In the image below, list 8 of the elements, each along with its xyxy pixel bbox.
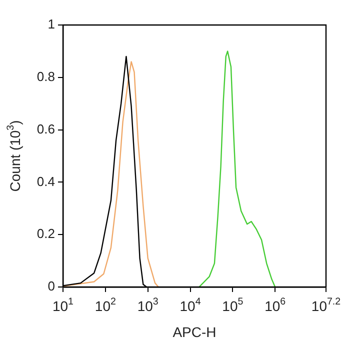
y-tick-label: 0.4 (36, 174, 55, 189)
x-axis-title: APC-H (172, 324, 216, 340)
y-tick-label: 0 (48, 278, 55, 294)
y-tick-label: 0.8 (36, 68, 55, 84)
y-tick-label: 0.6 (36, 121, 55, 136)
y-axis-title: Count (103) (6, 120, 23, 192)
y-tick-label: 0.2 (36, 226, 55, 242)
y-tick-label: 1 (48, 16, 55, 32)
